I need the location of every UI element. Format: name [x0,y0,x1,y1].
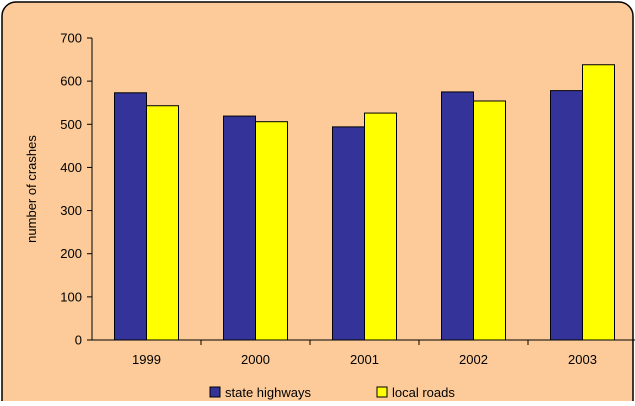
bars [114,64,615,341]
legend: state highways local roads [209,385,455,400]
x-tick-label: 2000 [241,352,270,367]
x-tick-label: 2002 [459,352,488,367]
bar-state-highways [223,115,256,341]
bar-local-roads [582,64,615,341]
legend-swatch [209,386,221,398]
y-tick-label: 300 [60,203,82,218]
x-tick-label: 2003 [568,352,597,367]
legend-label: state highways [225,385,311,400]
y-axis-ticks: 0 100 200 300 400 500 600 700 [60,31,92,348]
y-tick-label: 600 [60,74,82,89]
y-tick-label: 700 [60,31,82,46]
bar-state-highways [114,92,147,341]
x-tick-label: 1999 [132,352,161,367]
y-tick-label: 200 [60,246,82,261]
bar-state-highways [332,126,365,341]
y-tick-label: 500 [60,117,82,132]
x-axis-ticks: 1999 2000 2001 2002 2003 [132,340,597,367]
legend-item-local-roads: local roads [376,385,455,400]
bar-state-highways [441,91,474,341]
legend-label: local roads [392,385,455,400]
legend-swatch [376,386,388,398]
bar-local-roads [255,121,288,341]
y-tick-label: 400 [60,160,82,175]
bar-local-roads [473,100,506,341]
x-tick-label: 2001 [350,352,379,367]
legend-item-state-highways: state highways [209,385,311,400]
bar-local-roads [146,105,179,341]
y-tick-label: 0 [75,333,82,348]
bar-state-highways [550,90,583,341]
y-tick-label: 100 [60,289,82,304]
y-axis-label: number of crashes [24,135,39,243]
bar-local-roads [364,112,397,341]
